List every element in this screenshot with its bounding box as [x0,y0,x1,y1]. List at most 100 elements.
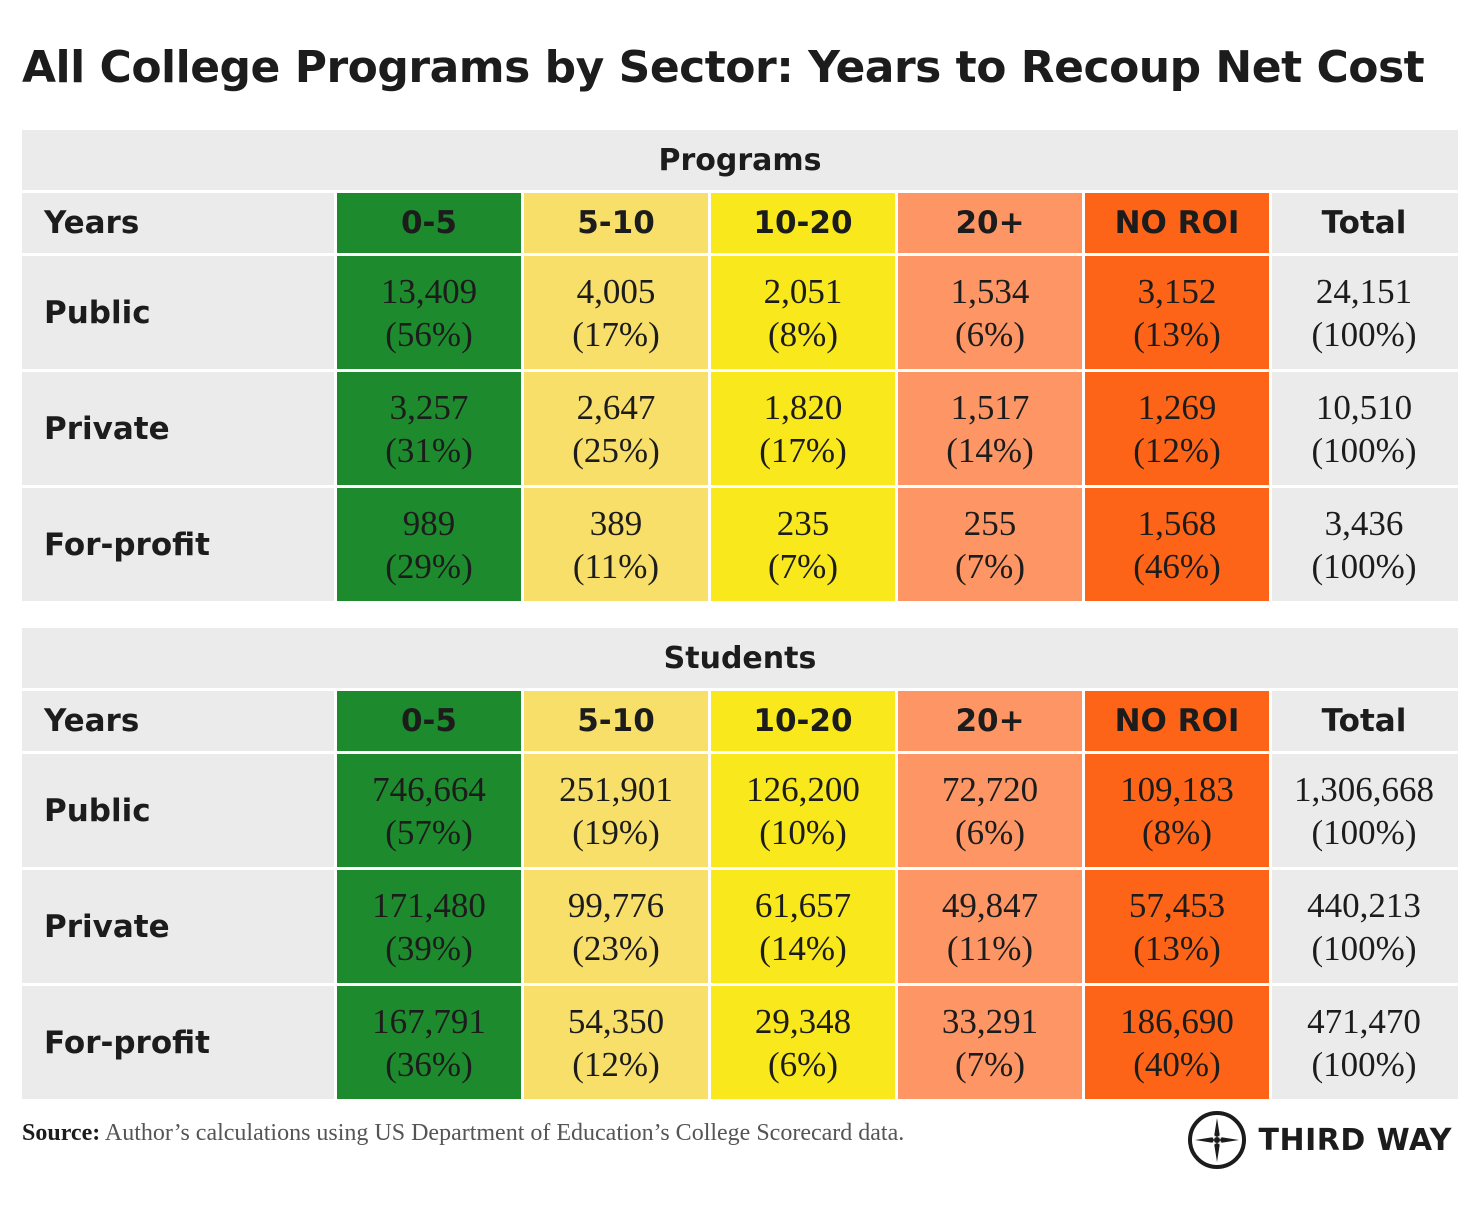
cell-count: 746,664 [372,769,486,809]
source-label: Source: [22,1120,101,1146]
cell-count: 440,213 [1307,885,1421,925]
cell-count: 54,350 [567,1001,665,1041]
row-header-label: Years [44,703,140,739]
cell-public-20: 1,534 (6%) [895,256,1082,369]
cell-for-profit-5-10: 389 (11%) [521,488,708,601]
cell-public-total: 24,151 (100%) [1269,256,1456,369]
cell-percent: (7%) [768,546,838,586]
cell-percent: (8%) [768,314,838,354]
cell-percent: (31%) [385,430,473,470]
cell-count: 109,183 [1120,769,1234,809]
cell-percent: (100%) [1311,546,1417,586]
cell-count: 167,791 [372,1001,486,1041]
cell-private-5-10: 99,776 (23%) [521,870,708,983]
cell-percent: (39%) [385,928,473,968]
cell-count: 49,847 [941,885,1039,925]
column-header-no-roi: NO ROI [1082,193,1269,253]
cell-percent: (6%) [768,1044,838,1084]
cell-percent: (17%) [759,430,847,470]
cell-percent: (10%) [759,812,847,852]
column-header-0-5: 0-5 [334,691,521,751]
column-header-20: 20+ [895,691,1082,751]
cell-percent: (7%) [955,546,1025,586]
cell-private-5-10: 2,647 (25%) [521,372,708,485]
cell-count: 255 [963,503,1017,543]
source-text: Author’s calculations using US Departmen… [100,1120,905,1146]
header-row: Years 0-5 5-10 10-20 20+ NO ROI Total [22,190,1458,253]
cell-count: 1,306,668 [1294,769,1434,809]
cell-count: 3,257 [389,387,469,427]
cell-private-no-roi: 57,453 (13%) [1082,870,1269,983]
cell-percent: (57%) [385,812,473,852]
cell-private-20: 49,847 (11%) [895,870,1082,983]
cell-public-5-10: 251,901 (19%) [521,754,708,867]
cell-count: 471,470 [1307,1001,1421,1041]
cell-for-profit-5-10: 54,350 (12%) [521,986,708,1099]
cell-count: 186,690 [1120,1001,1234,1041]
table-row: Private 3,257 (31%) 2,647 (25%) 1,820 (17%) 1,5… [22,369,1458,485]
row-label-private: Private [44,908,170,945]
cell-private-no-roi: 1,269 (12%) [1082,372,1269,485]
cell-for-profit-0-5: 167,791 (36%) [334,986,521,1099]
cell-percent: (7%) [955,1044,1025,1084]
cell-count: 29,348 [754,1001,852,1041]
chart-title: All College Programs by Sector: Years to… [22,42,1425,93]
cell-percent: (100%) [1311,928,1417,968]
cell-count: 99,776 [567,885,665,925]
cell-count: 10,510 [1315,387,1413,427]
cell-percent: (14%) [946,430,1034,470]
cell-for-profit-total: 3,436 (100%) [1269,488,1456,601]
cell-count: 57,453 [1128,885,1226,925]
cell-percent: (11%) [572,546,660,586]
table-row: For-profit 167,791 (36%) 54,350 (12%) 29,348(… [22,983,1458,1099]
cell-count: 2,051 [763,271,843,311]
source-note: Source: Author’s calculations using US D… [22,1120,904,1147]
cell-count: 24,151 [1315,271,1413,311]
cell-private-0-5: 3,257 (31%) [334,372,521,485]
cell-public-0-5: 746,664 (57%) [334,754,521,867]
cell-for-profit-20: 255 (7%) [895,488,1082,601]
cell-percent: (46%) [1133,546,1221,586]
table-row: Private 171,480 (39%) 99,776 (23%) 61,657 (14%… [22,867,1458,983]
row-label-for-profit: For-profit [44,1024,210,1061]
cell-count: 171,480 [372,885,486,925]
cell-public-10-20: 126,200 (10%) [708,754,895,867]
cell-percent: (100%) [1311,314,1417,354]
table-title: Students [663,641,817,676]
column-header-5-10: 5-10 [521,691,708,751]
cell-public-no-roi: 3,152 (13%) [1082,256,1269,369]
cell-count: 1,568 [1137,503,1217,543]
cell-percent: (100%) [1311,430,1417,470]
cell-for-profit-20: 33,291 (7%) [895,986,1082,1099]
cell-public-0-5: 13,409 (56%) [334,256,521,369]
column-header-5-10: 5-10 [521,193,708,253]
cell-count: 33,291 [941,1001,1039,1041]
cell-percent: (29%) [385,546,473,586]
cell-percent: (12%) [572,1044,660,1084]
cell-percent: (13%) [1133,314,1221,354]
cell-percent: (8%) [1142,812,1212,852]
row-label-public: Public [44,792,151,829]
cell-for-profit-no-roi: 186,690 (40%) [1082,986,1269,1099]
column-header-20: 20+ [895,193,1082,253]
cell-count: 1,269 [1137,387,1217,427]
cell-private-total: 440,213 (100%) [1269,870,1456,983]
column-header-10-20: 10-20 [708,193,895,253]
cell-percent: (56%) [385,314,473,354]
third-way-logo: THIRD WAY [1187,1110,1453,1170]
table-title: Programs [658,143,822,178]
table-row: Public 746,664 (57%) 251,901 (19%) 126,200 (10… [22,751,1458,867]
cell-count: 3,152 [1137,271,1217,311]
cell-percent: (19%) [572,812,660,852]
cell-percent: (6%) [955,812,1025,852]
programs-table: Programs Years 0-5 5-10 10-20 20+ NO ROI Total P… [22,130,1458,601]
cell-percent: (40%) [1133,1044,1221,1084]
cell-for-profit-10-20: 235 (7%) [708,488,895,601]
header-row: Years 0-5 5-10 10-20 20+ NO ROI Total [22,688,1458,751]
cell-count: 989 [402,503,456,543]
cell-percent: (36%) [385,1044,473,1084]
cell-for-profit-no-roi: 1,568 (46%) [1082,488,1269,601]
cell-count: 61,657 [754,885,852,925]
row-label-public: Public [44,294,151,331]
cell-percent: (12%) [1133,430,1221,470]
